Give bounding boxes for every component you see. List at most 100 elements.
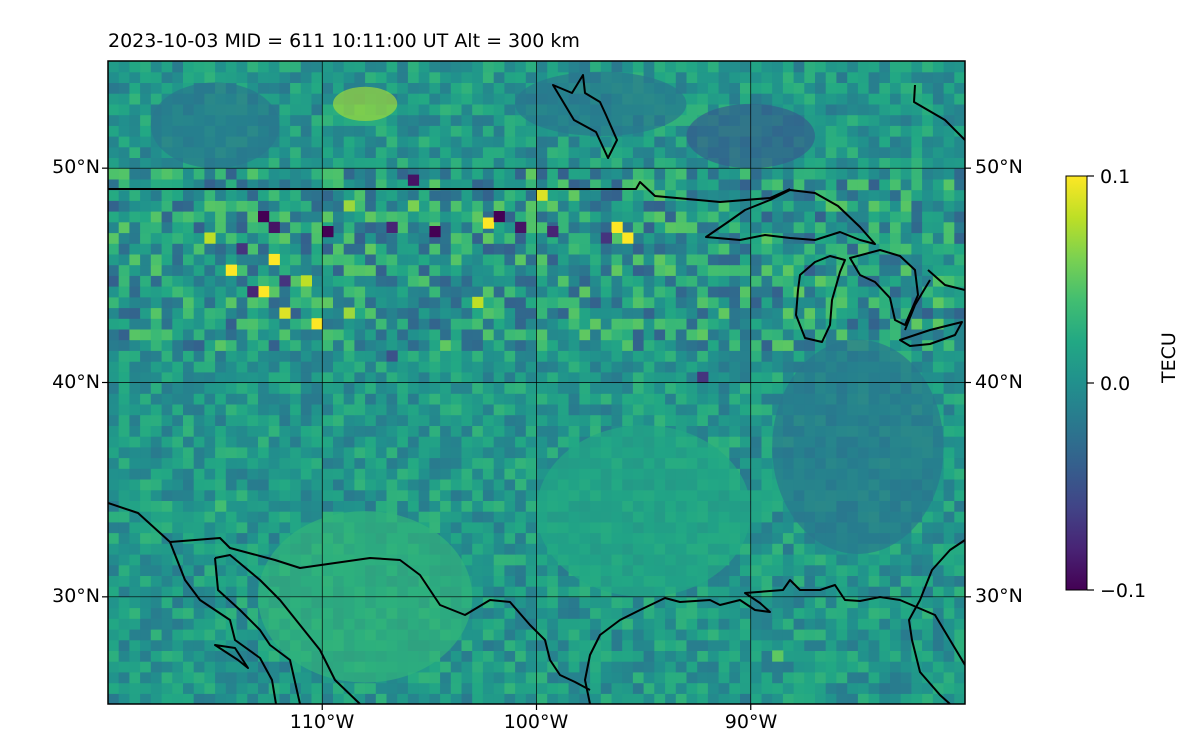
tec-cell — [643, 211, 655, 223]
tec-cell — [590, 382, 602, 394]
tec-cell — [547, 296, 559, 309]
tec-cell — [611, 596, 623, 609]
tec-cell — [204, 382, 216, 394]
tec-cell — [108, 403, 120, 416]
tec-cell — [525, 264, 538, 276]
tec-cell — [472, 243, 484, 255]
tec-cell — [879, 146, 891, 158]
tec-cell — [932, 178, 945, 191]
tec-cell — [932, 607, 945, 619]
tec-cell — [729, 607, 741, 619]
tec-cell — [429, 393, 441, 405]
tec-cell — [911, 361, 923, 373]
tec-cell — [932, 93, 945, 105]
tec-cell — [290, 61, 302, 73]
tec-cell — [697, 661, 709, 673]
tec-cell — [804, 682, 816, 694]
tec-cell — [108, 286, 120, 298]
tec-cell — [804, 607, 816, 619]
tec-cell — [536, 232, 548, 244]
tec-cell — [772, 328, 784, 341]
tec-cell — [557, 446, 570, 459]
tec-cell — [440, 189, 452, 201]
tec-cell — [579, 232, 591, 244]
tec-cell — [482, 136, 495, 148]
tec-cell — [204, 221, 216, 234]
tec-cell — [215, 61, 227, 73]
tec-cell — [354, 382, 366, 394]
tec-cell — [750, 393, 763, 405]
tec-cell — [482, 661, 495, 673]
tec-cell — [429, 286, 441, 298]
tec-cell — [750, 436, 763, 448]
tec-cell — [418, 446, 430, 459]
tec-cell — [354, 393, 366, 405]
tec-cell — [150, 350, 163, 362]
tec-cell — [333, 114, 345, 126]
tec-cell — [804, 318, 816, 330]
tec-cell — [450, 61, 463, 73]
tec-cell — [140, 425, 152, 437]
tec-cell — [407, 189, 420, 201]
tec-cell — [654, 296, 666, 309]
tec-cell — [557, 200, 570, 212]
tec-cell — [782, 157, 795, 169]
tec-cell — [665, 661, 677, 673]
tec-cell — [707, 414, 720, 426]
tec-cell — [397, 221, 409, 234]
tec-cell — [632, 189, 645, 201]
tec-cell — [311, 511, 323, 523]
tec-cell — [365, 361, 377, 373]
tec-cell — [440, 350, 452, 362]
tec-cell — [868, 661, 880, 673]
tec-cell — [568, 436, 580, 448]
tec-cell — [140, 296, 152, 309]
tec-cell — [268, 479, 280, 491]
tec-cell — [386, 693, 398, 704]
tec-cell — [461, 693, 473, 704]
tec-cell — [129, 318, 141, 330]
tec-cell — [825, 607, 837, 619]
tec-cell — [804, 71, 816, 83]
tec-cell — [472, 103, 484, 116]
tec-cell — [472, 264, 484, 276]
tec-cell — [300, 168, 313, 180]
tec-cell — [943, 425, 955, 437]
tec-cell — [450, 339, 463, 351]
tec-cell — [461, 403, 473, 416]
tec-cell — [804, 661, 816, 673]
tec-cell — [750, 564, 763, 576]
tec-cell — [386, 275, 398, 287]
tec-cell — [515, 178, 527, 191]
tec-cell — [707, 253, 720, 266]
tec-cell — [493, 178, 505, 191]
tec-cell — [118, 125, 130, 137]
tec-cell — [236, 178, 248, 191]
tec-cell — [386, 71, 398, 83]
tec-cell — [472, 564, 484, 576]
tec-cell — [761, 318, 773, 330]
tec-cell — [750, 350, 763, 362]
tec-cell — [300, 146, 313, 158]
tec-cell — [300, 693, 313, 704]
tec-cell — [193, 661, 205, 673]
tec-cell — [236, 71, 248, 83]
tec-cell — [782, 71, 795, 83]
tec-cell — [193, 479, 205, 491]
tec-cell — [183, 639, 195, 651]
tec-cell — [461, 221, 473, 234]
tec-cell — [236, 618, 248, 630]
tec-cell — [161, 446, 173, 459]
tec-cell — [932, 361, 945, 373]
tec-cell — [857, 671, 870, 684]
tec-cell — [611, 661, 623, 673]
tec-cell — [718, 253, 730, 266]
tec-cell — [150, 650, 163, 662]
tec-cell — [547, 307, 559, 319]
tec-cell — [365, 328, 377, 341]
tec-cell — [322, 253, 334, 266]
tec-cell — [440, 93, 452, 105]
tec-cell — [258, 436, 270, 448]
tec-cell — [161, 575, 173, 587]
tec-cell — [622, 629, 634, 641]
